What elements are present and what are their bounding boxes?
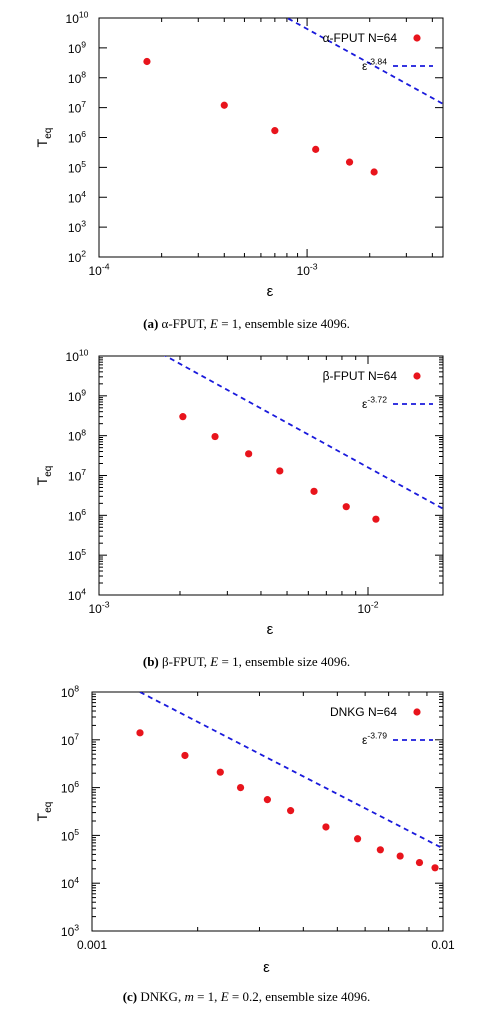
y-tick-label: 109 xyxy=(68,387,86,403)
data-point xyxy=(263,796,271,804)
legend-label-fit: ε-3.79 xyxy=(362,731,387,747)
data-point xyxy=(353,835,362,843)
x-tick-label: 10-2 xyxy=(357,600,378,616)
y-tick-label: 107 xyxy=(68,467,86,483)
caption-a-var1: E xyxy=(210,316,218,331)
data-point xyxy=(216,768,224,776)
x-tick-label: 10-4 xyxy=(88,262,109,278)
y-tick-label: 107 xyxy=(61,731,79,747)
caption-c-mid: = 1, xyxy=(193,989,221,1004)
caption-c-pre: DNKG, xyxy=(140,989,185,1004)
y-tick-label: 104 xyxy=(61,875,79,891)
caption-a-pre: α-FPUT, xyxy=(161,316,211,331)
plot-frame xyxy=(98,17,444,258)
y-tick-label: 103 xyxy=(61,923,79,939)
data-point xyxy=(396,852,404,860)
legend-label-points: α-FPUT N=64 xyxy=(323,31,398,45)
caption-a: (a) α-FPUT, E = 1, ensemble size 4096. xyxy=(0,316,493,332)
data-point xyxy=(220,101,228,109)
data-point xyxy=(236,784,245,792)
x-axis-label: ε xyxy=(263,959,270,976)
caption-a-label: (a) xyxy=(143,316,159,331)
data-point xyxy=(342,503,350,511)
legend-marker-points xyxy=(413,34,421,42)
data-point xyxy=(287,807,295,815)
x-tick-label: 0.01 xyxy=(431,938,455,952)
legend-marker-points xyxy=(413,708,421,716)
y-tick-label: 105 xyxy=(68,547,86,563)
y-tick-label: 109 xyxy=(68,39,86,55)
caption-c-var2: E xyxy=(220,989,229,1004)
y-tick-label: 104 xyxy=(68,587,86,603)
chart-b: 10-3 10-2 104 105 106 107 108 109 1010 ε Teq β-FPUT… xyxy=(34,348,444,638)
caption-a-rest: = 1, ensemble size 4096. xyxy=(217,316,350,331)
data-point xyxy=(271,127,279,135)
y-tick-label: 103 xyxy=(68,219,86,235)
y-tick-label: 106 xyxy=(68,507,86,523)
data-point xyxy=(143,57,151,66)
caption-b: (b) β-FPUT, E = 1, ensemble size 4096. xyxy=(0,654,493,670)
chart-c: 0.001 0.01 103 104 105 106 107 108 ε Teq DNKG N=64… xyxy=(34,684,455,976)
data-point xyxy=(372,515,380,523)
fit-line xyxy=(163,356,443,510)
data-point xyxy=(245,450,253,458)
legend-marker-points xyxy=(413,372,421,380)
chart-a: 10-4 10-3 102 103 104 105 106 107 108 109 1010 ε Teq… xyxy=(34,10,444,300)
caption-b-var1: E xyxy=(210,654,219,669)
y-tick-label: 1010 xyxy=(66,348,89,364)
x-tick-label: 10-3 xyxy=(88,600,109,616)
plot-frame xyxy=(98,355,444,596)
y-tick-label: 1010 xyxy=(66,10,89,26)
data-point xyxy=(181,751,189,760)
legend-label-fit: ε-3.84 xyxy=(362,57,387,73)
data-point xyxy=(312,145,320,153)
y-tick-label: 102 xyxy=(68,249,86,265)
caption-c-label: (c) xyxy=(122,989,138,1004)
y-axis-label: Teq xyxy=(34,802,54,822)
data-point xyxy=(211,432,219,441)
y-tick-label: 104 xyxy=(68,189,86,205)
x-axis-label: ε xyxy=(267,283,274,300)
y-tick-label: 106 xyxy=(61,779,79,795)
legend-label-fit: ε-3.72 xyxy=(362,395,387,411)
legend-label-points: DNKG N=64 xyxy=(330,705,397,719)
y-tick-label: 108 xyxy=(61,684,79,700)
data-point xyxy=(322,823,330,831)
y-tick-label: 107 xyxy=(68,99,86,115)
data-point xyxy=(136,729,144,737)
data-point xyxy=(310,487,318,495)
data-point xyxy=(276,467,284,475)
data-point xyxy=(376,846,384,854)
y-tick-label: 106 xyxy=(68,129,86,145)
x-axis-label: ε xyxy=(267,621,274,638)
data-point xyxy=(431,864,439,872)
y-tick-label: 108 xyxy=(68,69,86,85)
caption-c-rest: = 0.2, ensemble size 4096. xyxy=(228,989,371,1004)
y-axis-label: Teq xyxy=(34,128,54,148)
fit-line xyxy=(137,692,443,850)
data-point xyxy=(179,413,187,421)
x-tick-label: 0.001 xyxy=(77,938,107,952)
plot-frame xyxy=(91,691,444,932)
y-tick-label: 105 xyxy=(68,159,86,175)
caption-c-var1: m xyxy=(184,989,194,1004)
caption-b-pre: β-FPUT, xyxy=(162,654,211,669)
data-point xyxy=(370,168,378,176)
fit-line xyxy=(285,18,443,105)
legend-label-points: β-FPUT N=64 xyxy=(323,369,398,383)
caption-b-rest: = 1, ensemble size 4096. xyxy=(218,654,351,669)
data-point xyxy=(415,858,424,867)
y-tick-label: 105 xyxy=(61,827,79,843)
caption-b-label: (b) xyxy=(142,654,159,669)
y-tick-label: 108 xyxy=(68,427,86,443)
caption-c: (c) DNKG, m = 1, E = 0.2, ensemble size … xyxy=(0,989,493,1005)
y-axis-label: Teq xyxy=(34,466,54,486)
x-tick-label: 10-3 xyxy=(297,262,318,278)
data-point xyxy=(345,158,354,166)
